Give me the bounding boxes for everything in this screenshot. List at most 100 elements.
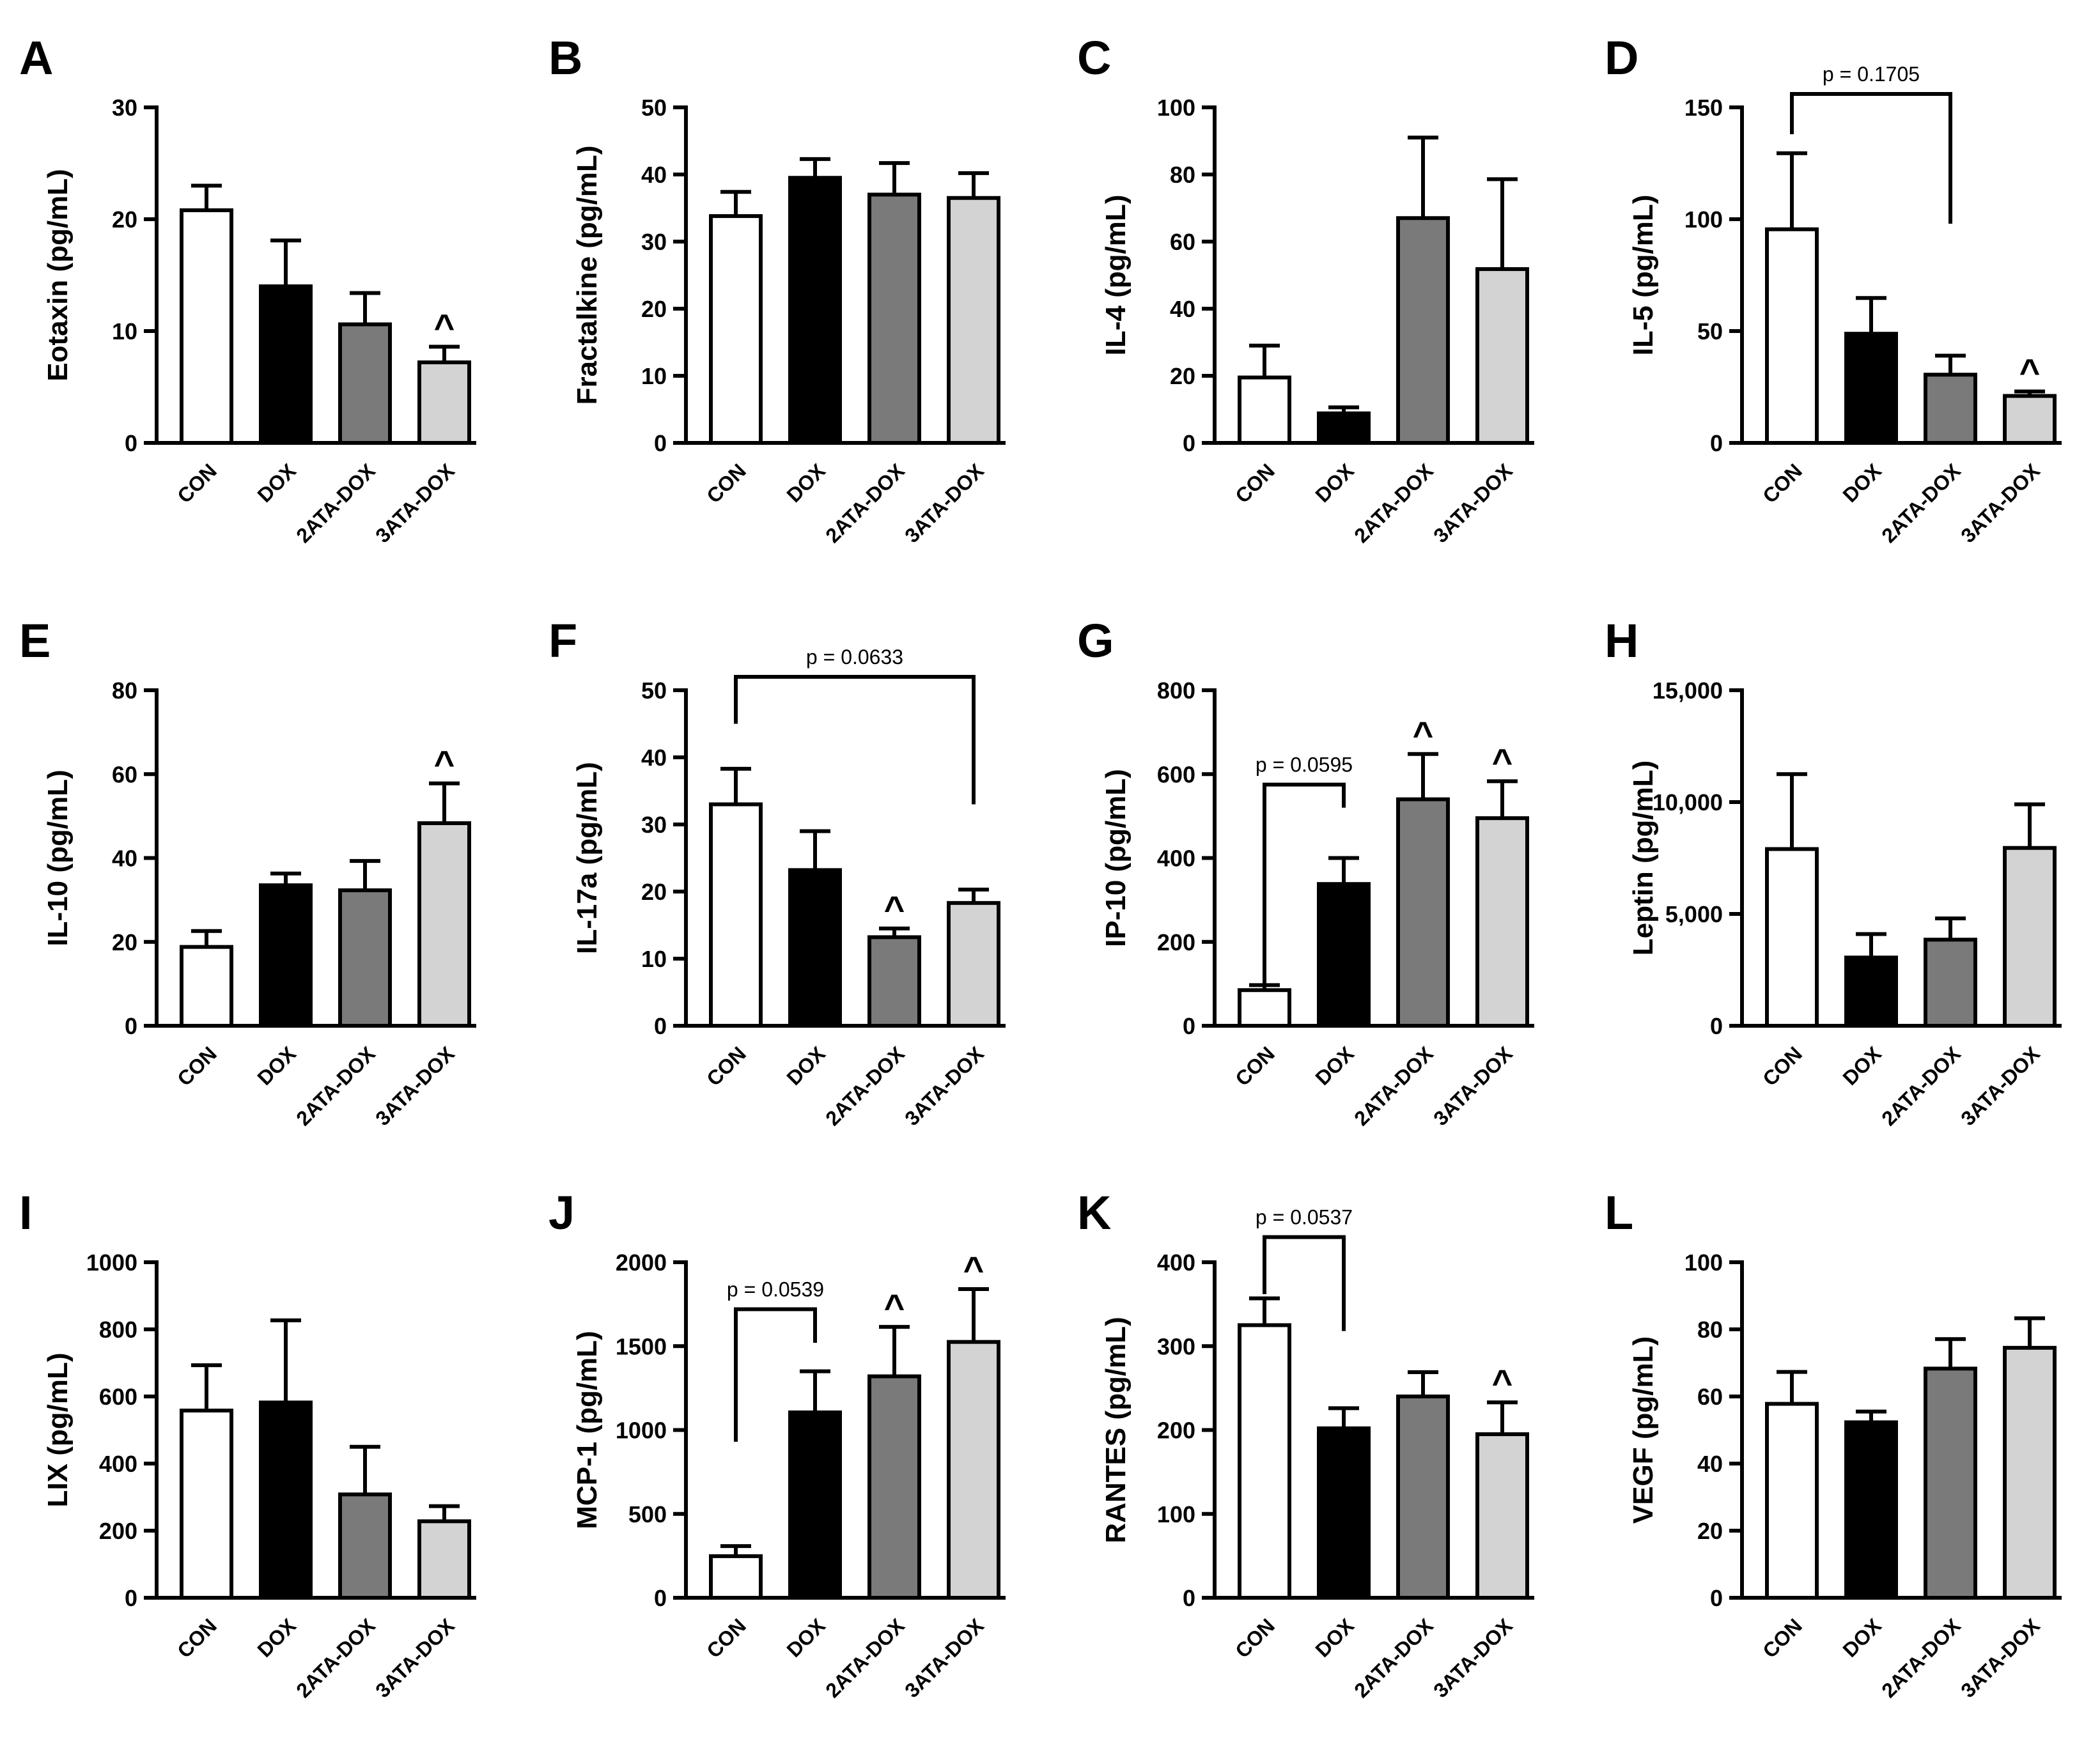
category-label: DOX xyxy=(1311,1614,1358,1662)
y-tick-label: 150 xyxy=(1684,95,1723,121)
y-axis-label: Fractalkine (pg/mL) xyxy=(572,146,603,405)
bar-dox xyxy=(788,1410,842,1600)
bar-3ata-dox xyxy=(417,360,471,445)
category-label: 2ATA-DOX xyxy=(1877,1614,1965,1702)
p-value-label: p = 0.0595 xyxy=(1256,754,1353,777)
y-axis-label: Leptin (pg/mL) xyxy=(1628,761,1659,956)
category-label: 2ATA-DOX xyxy=(1877,1042,1965,1130)
y-axis-label: IP-10 (pg/mL) xyxy=(1100,769,1132,947)
panel-f: F IL-17a (pg/mL) 0 10 20 30 40 50 CON DOX ^ 2ATA-DO… xyxy=(548,614,1006,1130)
bar-dox xyxy=(788,176,842,445)
panel-label: G xyxy=(1077,614,1114,667)
bar-3ata-dox xyxy=(947,901,1000,1028)
bar-dox xyxy=(1317,882,1371,1028)
y-tick-label: 10 xyxy=(112,318,137,344)
bar-con xyxy=(709,1554,763,1600)
y-tick-label: 200 xyxy=(1157,1418,1195,1444)
bar-dox xyxy=(788,868,842,1028)
panel-label: E xyxy=(19,614,51,667)
category-label: DOX xyxy=(782,1614,830,1662)
y-tick-label: 20 xyxy=(1170,363,1195,389)
bar-dox xyxy=(1844,955,1898,1028)
category-label: DOX xyxy=(253,459,300,507)
y-tick-label: 200 xyxy=(99,1518,137,1544)
y-tick-label: 20 xyxy=(112,929,137,955)
significance-marker: ^ xyxy=(884,888,905,929)
y-tick-label: 20 xyxy=(641,879,667,905)
category-label: 3ATA-DOX xyxy=(1429,459,1517,547)
category-label: CON xyxy=(702,1042,751,1090)
category-label: 2ATA-DOX xyxy=(1349,1042,1438,1130)
significance-marker: ^ xyxy=(1492,741,1513,781)
category-label: 3ATA-DOX xyxy=(1956,1614,2044,1702)
category-label: 2ATA-DOX xyxy=(1349,459,1438,547)
y-tick-label: 400 xyxy=(1157,846,1195,872)
y-tick-label: 500 xyxy=(628,1501,667,1527)
panel-label: D xyxy=(1605,31,1638,84)
bar-2ata-dox xyxy=(867,1374,921,1600)
category-label: CON xyxy=(1231,1042,1279,1090)
y-tick-label: 100 xyxy=(1157,1501,1195,1527)
bar-3ata-dox xyxy=(2003,394,2057,445)
y-tick-label: 1000 xyxy=(86,1249,137,1276)
bar-2ata-dox xyxy=(1396,1395,1450,1600)
significance-marker: ^ xyxy=(1492,1362,1513,1402)
bar-dox xyxy=(259,883,313,1028)
y-tick-label: 10,000 xyxy=(1653,789,1723,816)
category-label: CON xyxy=(1758,1614,1807,1662)
category-label: 2ATA-DOX xyxy=(292,459,380,547)
bar-2ata-dox xyxy=(1396,797,1450,1028)
category-label: 2ATA-DOX xyxy=(821,459,909,547)
y-tick-label: 0 xyxy=(1183,1013,1195,1039)
y-tick-label: 0 xyxy=(1710,1013,1723,1039)
y-axis-label: LIX (pg/mL) xyxy=(42,1353,74,1508)
significance-bracket xyxy=(734,1307,817,1442)
y-tick-label: 200 xyxy=(1157,929,1195,955)
y-tick-label: 40 xyxy=(1170,296,1195,322)
significance-bracket xyxy=(734,675,976,805)
category-label: 2ATA-DOX xyxy=(1877,459,1965,547)
panel-label: J xyxy=(548,1186,575,1239)
category-label: 2ATA-DOX xyxy=(1349,1614,1438,1702)
y-tick-label: 5,000 xyxy=(1665,901,1723,927)
category-label: DOX xyxy=(1311,1042,1358,1090)
category-label: DOX xyxy=(253,1614,300,1662)
p-value-label: p = 0.0633 xyxy=(806,646,903,669)
bar-2ata-dox xyxy=(338,1492,392,1600)
bar-2ata-dox xyxy=(1396,216,1450,445)
y-tick-label: 600 xyxy=(99,1384,137,1410)
category-label: 3ATA-DOX xyxy=(371,459,459,547)
y-tick-label: 30 xyxy=(641,229,667,255)
bar-3ata-dox xyxy=(417,1519,471,1600)
panel-c: C IL-4 (pg/mL) 0 20 40 60 80 100 CON DOX2ATA-DOX3… xyxy=(1077,31,1534,547)
panel-j: J MCP-1 (pg/mL) 0 500 1000 1500 2000 CON DOX ^ 2AT… xyxy=(548,1186,1006,1702)
category-label: CON xyxy=(702,459,751,507)
significance-marker: ^ xyxy=(434,307,455,347)
bar-dox xyxy=(1317,411,1371,445)
y-tick-label: 0 xyxy=(654,1013,667,1039)
bar-con xyxy=(1765,1402,1819,1600)
bar-3ata-dox xyxy=(417,821,471,1028)
y-axis-label: IL-17a (pg/mL) xyxy=(572,762,603,954)
p-value-label: p = 0.0539 xyxy=(727,1278,824,1301)
y-axis-label: IL-4 (pg/mL) xyxy=(1100,195,1132,356)
category-label: CON xyxy=(1231,459,1279,507)
bar-3ata-dox xyxy=(947,1340,1000,1600)
significance-marker: ^ xyxy=(963,1249,984,1289)
category-label: 3ATA-DOX xyxy=(900,1614,988,1702)
y-tick-label: 800 xyxy=(1157,677,1195,704)
category-label: CON xyxy=(1758,459,1807,507)
category-label: CON xyxy=(702,1614,751,1662)
y-tick-label: 400 xyxy=(1157,1249,1195,1276)
y-axis-label: IL-10 (pg/mL) xyxy=(42,769,74,946)
panel-label: B xyxy=(548,31,582,84)
bar-2ata-dox xyxy=(867,192,921,445)
category-label: 3ATA-DOX xyxy=(900,459,988,547)
bar-con xyxy=(1238,988,1291,1028)
panel-h: H Leptin (pg/mL) 0 5,000 10,000 15,000 CON DOX2… xyxy=(1605,614,2062,1130)
bar-3ata-dox xyxy=(1475,816,1529,1028)
category-label: DOX xyxy=(1838,459,1886,507)
bar-2ata-dox xyxy=(1924,373,1977,445)
y-tick-label: 15,000 xyxy=(1653,677,1723,704)
significance-bracket xyxy=(1790,92,1952,224)
